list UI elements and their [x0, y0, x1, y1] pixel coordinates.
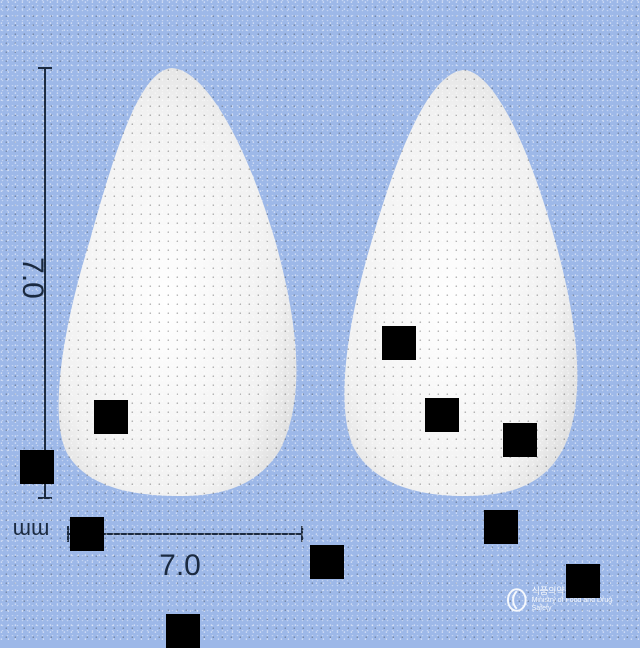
- dimension-horizontal-label: 7.0: [159, 549, 201, 582]
- occlusion-square: [20, 450, 54, 484]
- occlusion-square: [94, 400, 128, 434]
- occlusion-square: [166, 614, 200, 648]
- unit-label: mm: [12, 518, 50, 543]
- watermark-korean: 식품의약품안전처: [531, 586, 598, 597]
- watermark: 식품의약품안전처 Ministry of Food and Drug Safet…: [506, 582, 632, 618]
- dimension-vertical-label: 7.0: [16, 257, 49, 299]
- watermark-english: Ministry of Food and Drug Safety: [531, 597, 613, 612]
- occlusion-square: [425, 398, 459, 432]
- ministry-logo-icon: [506, 588, 527, 612]
- occlusion-square: [70, 517, 104, 551]
- occlusion-square: [484, 510, 518, 544]
- occlusion-square: [382, 326, 416, 360]
- occlusion-square: [566, 564, 600, 598]
- occlusion-square: [503, 423, 537, 457]
- occlusion-square: [310, 545, 344, 579]
- tablet-right: [344, 70, 578, 496]
